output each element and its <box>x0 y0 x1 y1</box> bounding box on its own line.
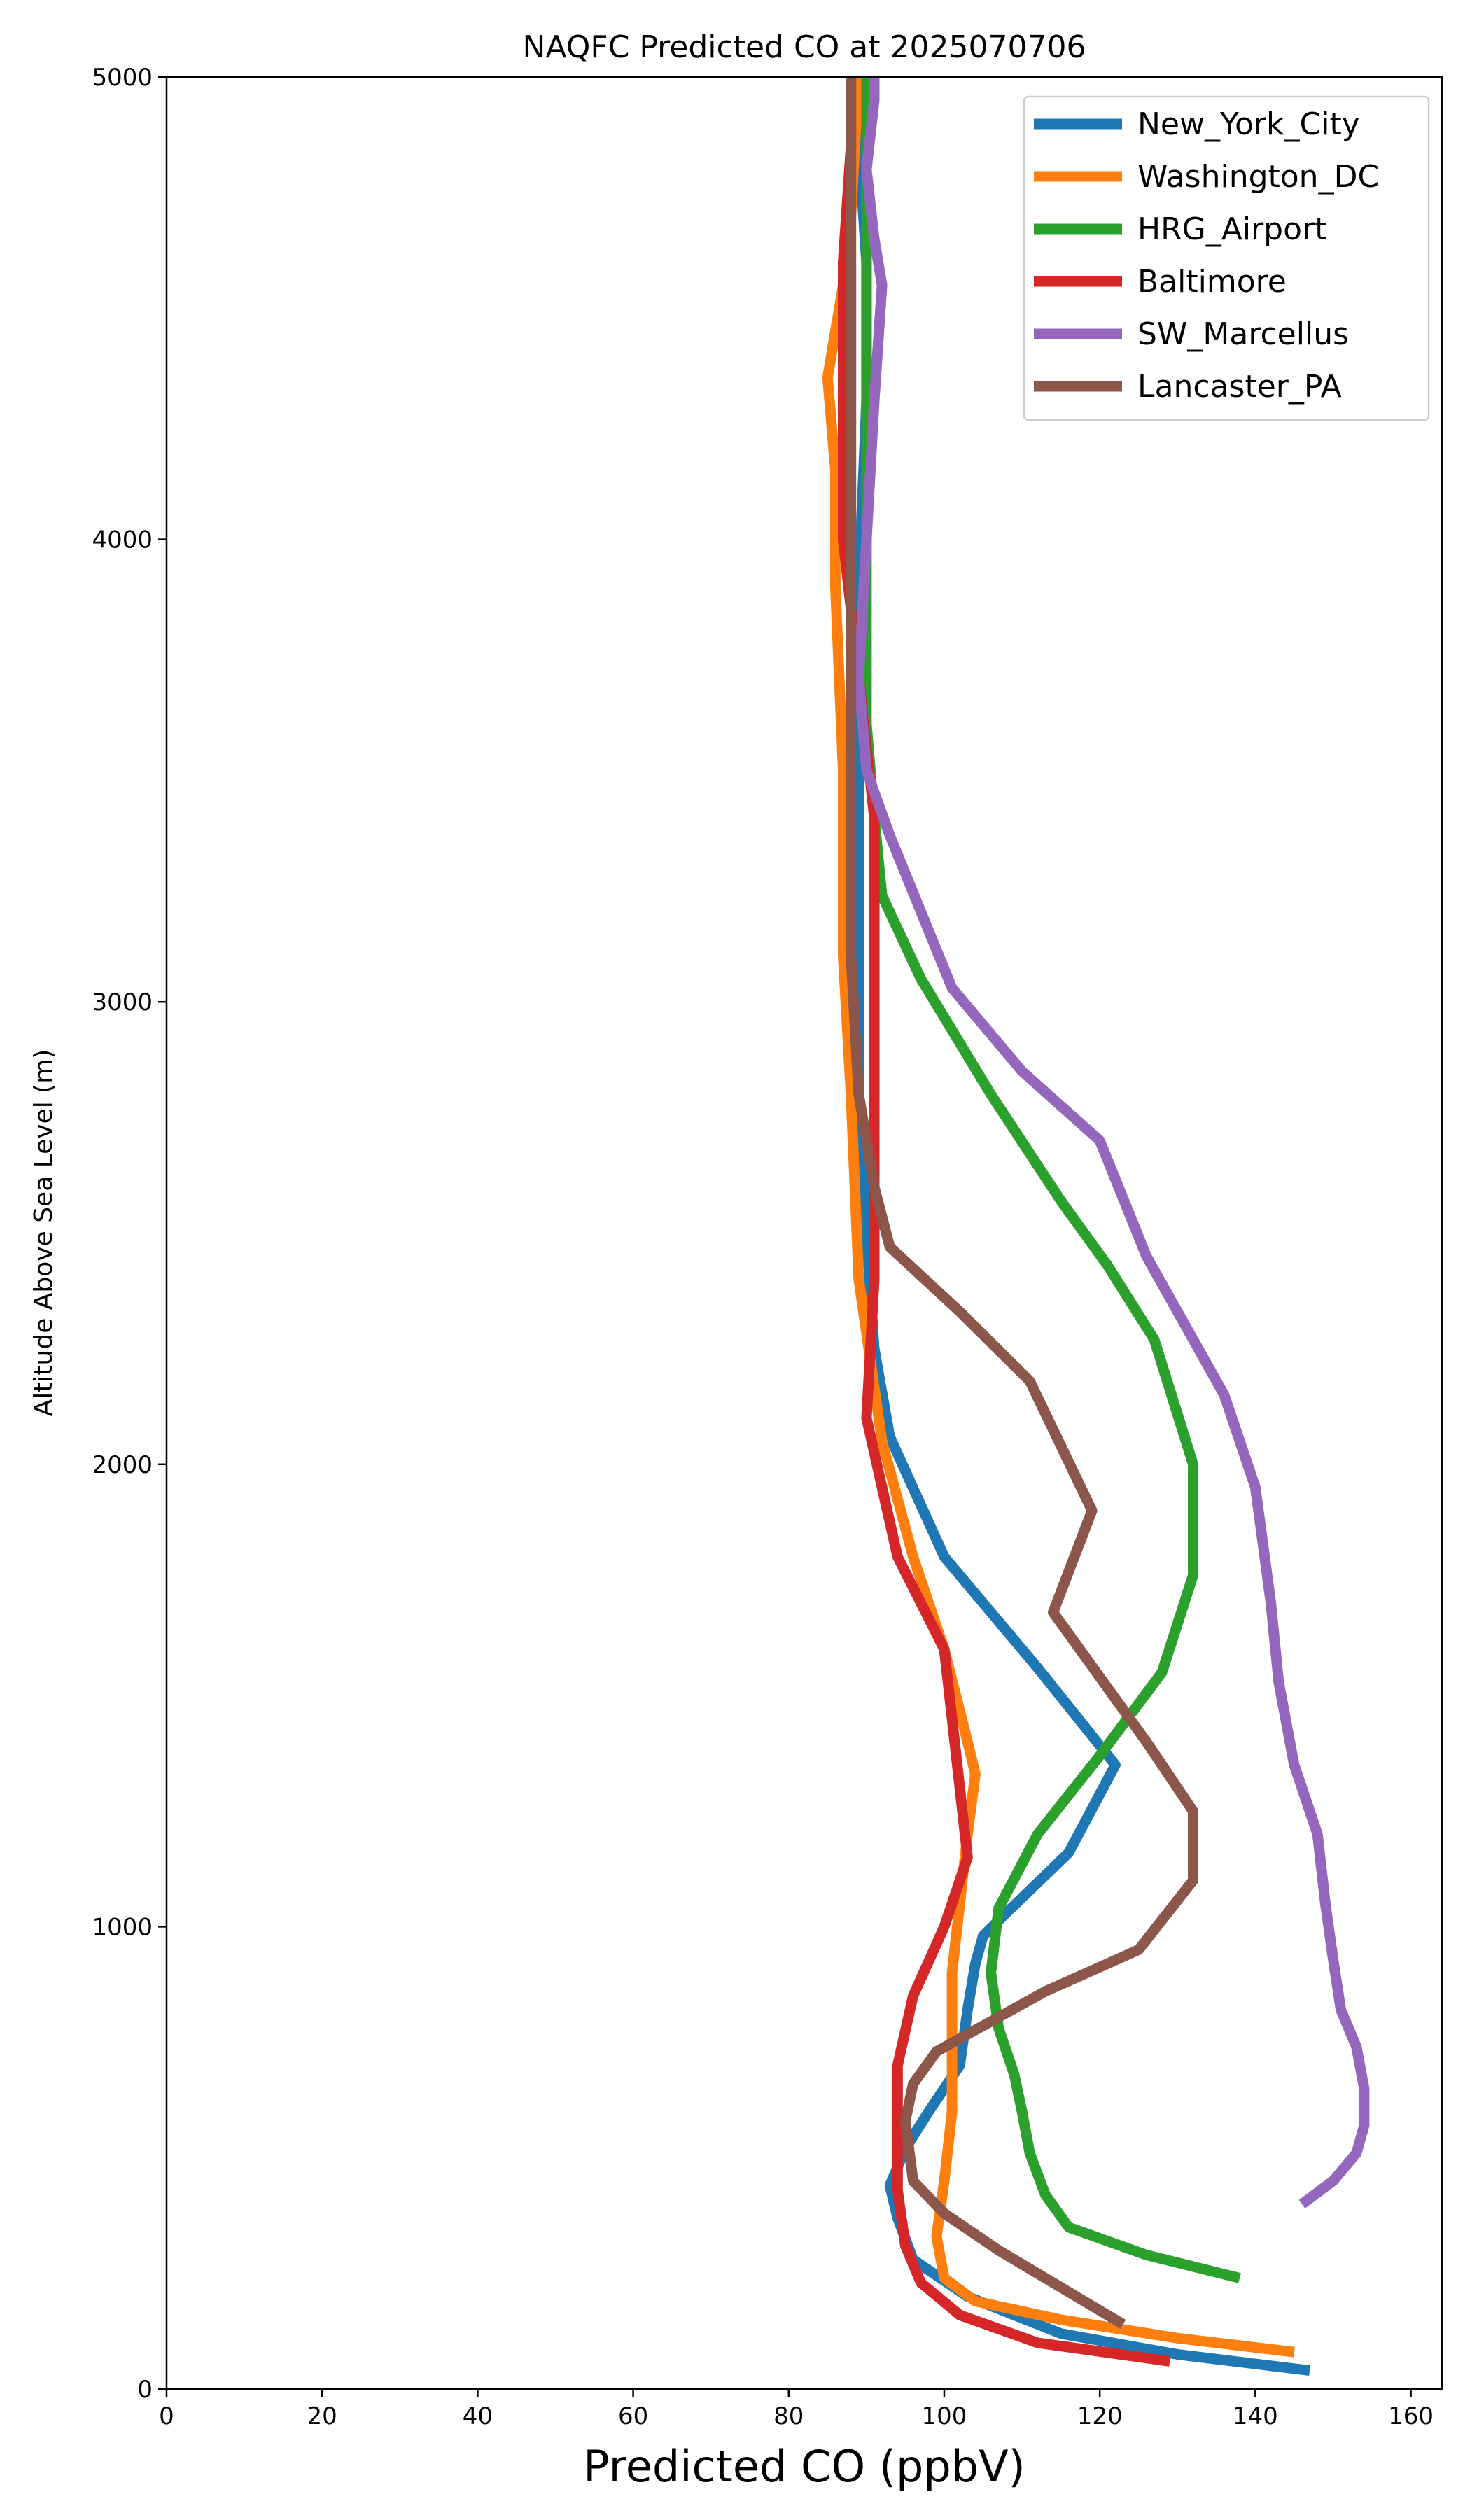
x-tick-label: 160 <box>1388 2402 1434 2430</box>
chart-title: NAQFC Predicted CO at 2025070706 <box>523 29 1086 65</box>
y-tick-label: 4000 <box>92 526 153 554</box>
y-tick-label: 5000 <box>92 64 153 92</box>
series-line-sw-marcellus <box>853 77 1370 2208</box>
series-line-lancaster-pa <box>846 77 1198 2329</box>
legend: New_York_City Washington_DC HRG_Airport Bal… <box>1023 95 1430 421</box>
x-tick-label: 120 <box>1077 2402 1123 2430</box>
x-tick-label: 0 <box>159 2402 174 2430</box>
legend-box <box>1023 95 1430 421</box>
y-axis-label: Altitude Above Sea Level (m) <box>29 1049 58 1417</box>
y-tick-label: 1000 <box>92 1913 153 1941</box>
y-tick-label: 2000 <box>92 1451 153 1479</box>
legend-label: New_York_City <box>1138 106 1360 142</box>
x-tick-label: 140 <box>1233 2402 1278 2430</box>
legend-label: SW_Marcellus <box>1138 316 1349 352</box>
legend-label: HRG_Airport <box>1138 211 1326 247</box>
series-layer <box>822 76 1370 2376</box>
x-tick-label: 80 <box>774 2402 804 2430</box>
y-tick-label: 3000 <box>92 988 153 1016</box>
x-axis: 0 20 40 60 80 100 120 140 160 <box>159 2389 1434 2430</box>
x-axis-label: Predicted CO (ppbV) <box>583 2441 1025 2492</box>
y-tick-label: 0 <box>137 2376 153 2404</box>
x-tick-label: 60 <box>618 2402 648 2430</box>
plot-frame <box>165 76 1443 2390</box>
x-tick-label: 20 <box>307 2402 337 2430</box>
legend-label: Lancaster_PA <box>1138 369 1342 405</box>
x-tick-label: 40 <box>463 2402 493 2430</box>
series-line-washington-dc <box>822 76 1295 2358</box>
legend-label: Washington_DC <box>1138 159 1379 195</box>
legend-label: Baltimore <box>1138 264 1287 300</box>
x-tick-label: 100 <box>922 2402 967 2430</box>
y-axis: 0 1000 2000 3000 4000 5000 <box>92 64 167 2404</box>
series-line-hrg-airport <box>861 77 1241 2283</box>
